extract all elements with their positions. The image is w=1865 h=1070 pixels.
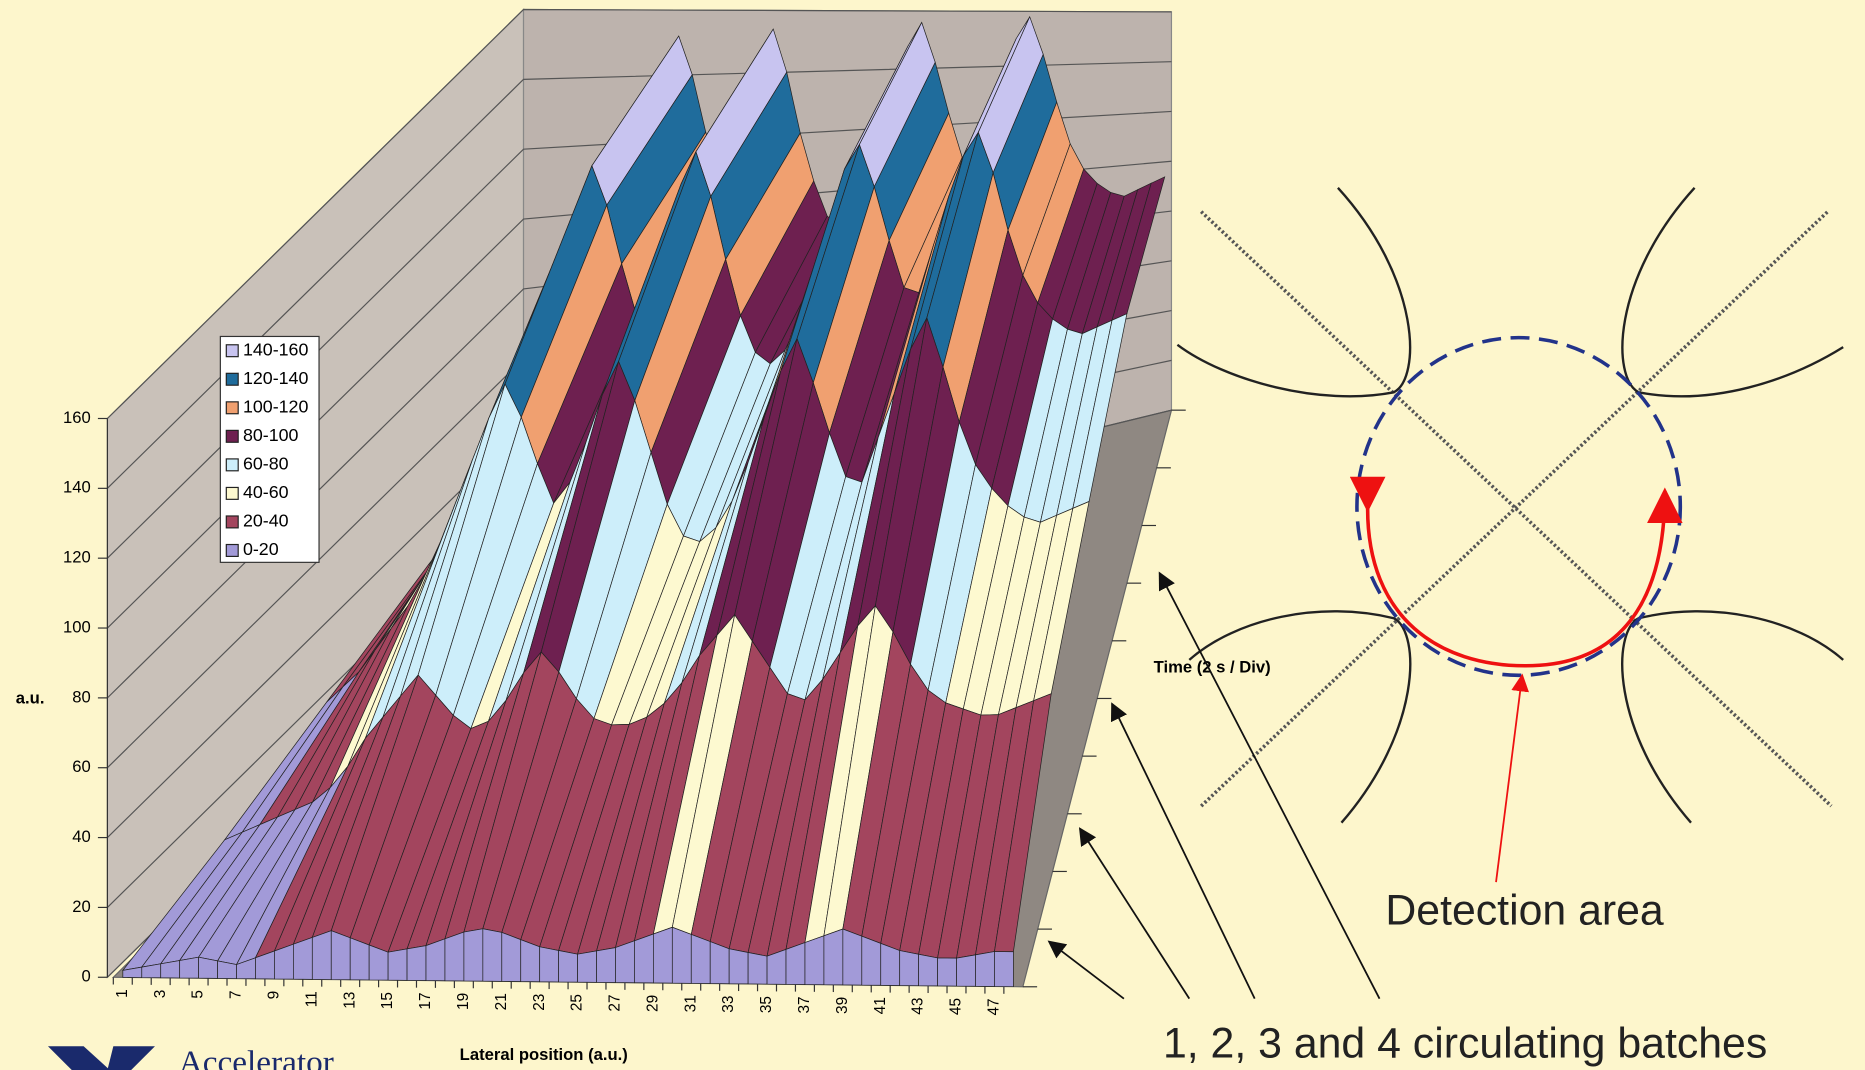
page: 0204060801001201401601357911131517192123… <box>0 0 1865 1070</box>
logo-text: Accelerator <box>179 1044 334 1070</box>
x-tick-label: 45 <box>948 998 965 1015</box>
detection-label: Detection area <box>1385 886 1664 934</box>
legend-label: 140-160 <box>243 339 309 359</box>
front-face <box>824 929 843 985</box>
x-tick-label: 7 <box>228 990 245 999</box>
front-face <box>881 943 900 985</box>
y-tick-label: 80 <box>72 687 91 706</box>
batches-label: 1, 2, 3 and 4 circulating batches <box>1163 1020 1767 1068</box>
y-tick-label: 140 <box>63 478 91 497</box>
front-face <box>672 927 691 983</box>
x-tick-label: 19 <box>455 993 472 1010</box>
front-face <box>559 950 578 982</box>
front-face <box>578 951 597 982</box>
front-face <box>521 940 540 982</box>
x-tick-label: 13 <box>341 992 358 1009</box>
front-face <box>710 942 729 984</box>
legend-swatch <box>226 487 238 499</box>
x-axis-label: Lateral position (a.u.) <box>460 1045 628 1064</box>
front-face <box>975 952 994 987</box>
front-face <box>957 955 976 986</box>
front-face <box>293 937 312 979</box>
legend-label: 80-100 <box>243 425 299 445</box>
front-face <box>805 936 824 985</box>
x-tick-label: 15 <box>379 992 396 1009</box>
legend-label: 60-80 <box>243 454 289 474</box>
legend-label: 20-40 <box>243 511 289 531</box>
front-face <box>312 931 331 980</box>
front-face <box>350 938 369 980</box>
legend-swatch <box>226 345 238 357</box>
x-tick-label: 23 <box>531 994 548 1011</box>
front-face <box>407 946 426 981</box>
front-face <box>653 927 672 983</box>
legend-label: 100-120 <box>243 396 309 416</box>
front-face <box>748 952 767 984</box>
front-face <box>445 932 464 981</box>
front-face <box>388 949 407 980</box>
x-tick-label: 29 <box>644 995 661 1012</box>
legend-swatch <box>226 373 238 385</box>
front-face <box>938 958 957 986</box>
front-face <box>691 934 710 983</box>
front-face <box>634 934 653 983</box>
legend-swatch <box>226 430 238 442</box>
front-face <box>464 929 483 981</box>
legend-label: 120-140 <box>243 368 309 388</box>
x-tick-label: 47 <box>986 998 1003 1015</box>
x-tick-label: 3 <box>152 990 169 999</box>
legend-label: 0-20 <box>243 539 279 559</box>
front-face <box>919 954 938 986</box>
front-face <box>786 943 805 985</box>
y-tick-label: 120 <box>63 548 91 567</box>
front-face <box>199 957 218 978</box>
x-tick-label: 1 <box>114 989 131 998</box>
y-tick-label: 40 <box>72 827 91 846</box>
x-tick-label: 21 <box>493 993 510 1010</box>
legend-swatch <box>226 402 238 414</box>
front-face <box>843 929 862 985</box>
front-face <box>597 948 616 983</box>
x-tick-label: 33 <box>720 996 737 1013</box>
y-axis-label: a.u. <box>16 688 45 707</box>
front-face <box>540 947 559 982</box>
y-tick-label: 0 <box>82 967 91 986</box>
front-face <box>729 949 748 984</box>
x-tick-label: 31 <box>682 995 699 1012</box>
x-tick-label: 11 <box>303 991 320 1007</box>
front-face <box>615 941 634 983</box>
front-face <box>161 960 180 977</box>
front-face <box>180 957 199 978</box>
x-tick-label: 41 <box>872 997 889 1014</box>
y-tick-label: 160 <box>63 408 91 427</box>
x-tick-label: 9 <box>265 991 282 1000</box>
legend-label: 40-60 <box>243 482 289 502</box>
legend-swatch <box>226 545 238 557</box>
y-tick-label: 60 <box>72 757 91 776</box>
front-face <box>331 931 350 980</box>
x-tick-label: 39 <box>834 997 851 1014</box>
front-face <box>502 932 521 981</box>
front-face <box>483 929 502 982</box>
x-tick-label: 35 <box>758 996 775 1013</box>
x-tick-label: 25 <box>569 994 586 1011</box>
slide: 0204060801001201401601357911131517192123… <box>0 0 1865 1070</box>
legend-swatch <box>226 516 238 528</box>
x-tick-label: 43 <box>910 998 927 1015</box>
x-tick-label: 17 <box>417 992 434 1009</box>
legend-swatch <box>226 459 238 471</box>
front-face <box>994 952 1013 987</box>
front-face <box>862 936 881 985</box>
x-tick-label: 27 <box>607 994 624 1011</box>
y-tick-label: 20 <box>72 897 91 916</box>
front-face <box>426 939 445 981</box>
x-tick-label: 5 <box>190 990 207 999</box>
x-tick-label: 37 <box>796 996 813 1013</box>
y-tick-label: 100 <box>63 617 91 636</box>
front-face <box>900 951 919 986</box>
